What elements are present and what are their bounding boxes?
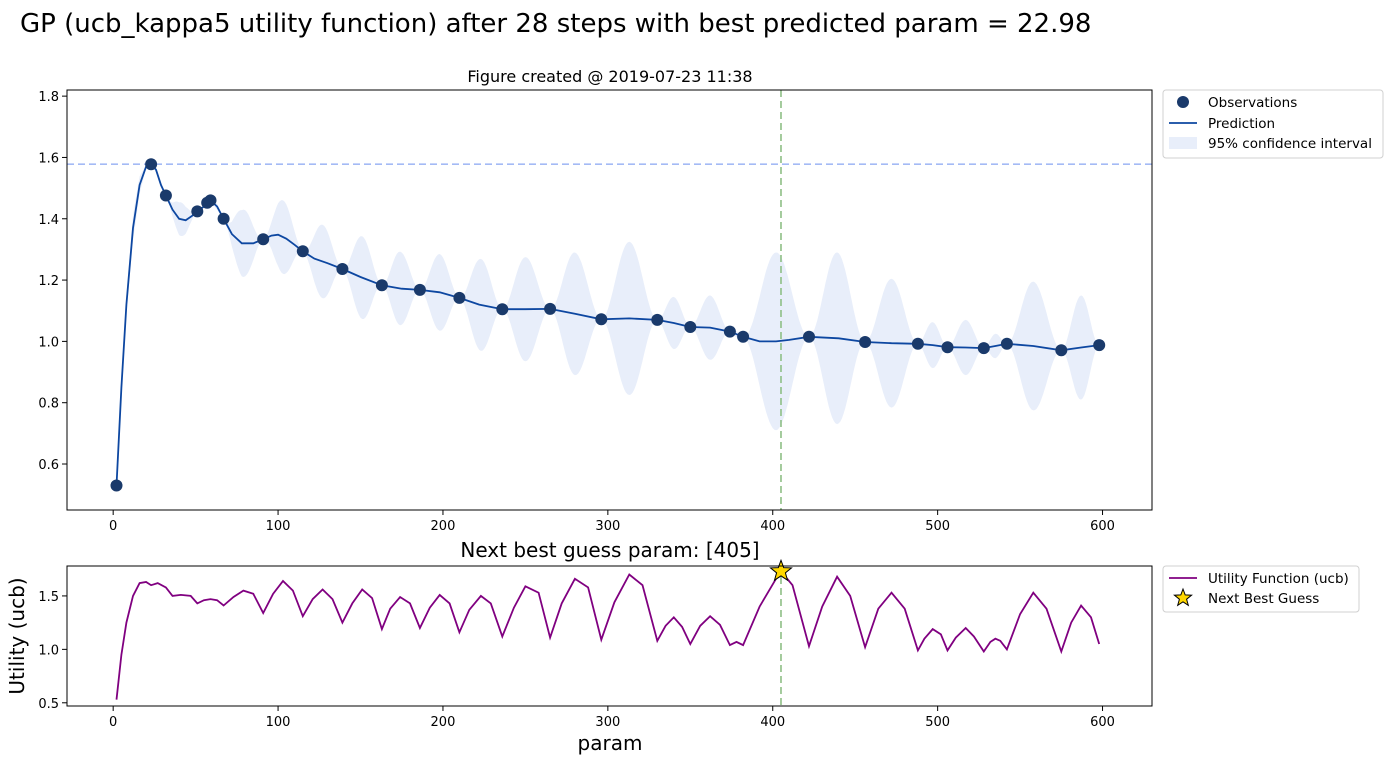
utility-line	[115, 569, 1101, 700]
observation-point	[496, 303, 509, 316]
observation-point	[1093, 339, 1106, 352]
y-tick-label: 1.0	[38, 335, 59, 350]
x-tick-label: 100	[266, 715, 291, 730]
observation-point	[145, 158, 158, 171]
bottom-y-ticks: 0.5 1.0 1.5	[38, 590, 67, 712]
x-tick-label: 300	[595, 715, 620, 730]
observation-point	[1000, 337, 1013, 350]
observation-point	[217, 212, 230, 225]
legend-next-guess-label: Next Best Guess	[1208, 591, 1319, 607]
bottom-legend: Utility Function (ucb) Next Best Guess	[1162, 565, 1360, 613]
legend-observations-label: Observations	[1208, 95, 1297, 111]
observation-point	[336, 263, 349, 275]
top-x-ticks: 0 100 200 300 400 500 600	[109, 510, 1115, 534]
x-tick-label: 300	[595, 519, 620, 534]
x-tick-label: 600	[1090, 519, 1115, 534]
gp-prediction-plot: Figure created @ 2019-07-23 11:38 0 100 20…	[38, 67, 1153, 534]
legend-utility-label: Utility Function (ucb)	[1208, 571, 1349, 587]
bottom-plot-title: Next best guess param: [405]	[460, 538, 759, 562]
x-tick-label: 500	[925, 715, 950, 730]
y-tick-label: 1.0	[38, 643, 59, 658]
observation-points	[110, 158, 1106, 492]
top-y-ticks: 0.6 0.8 1.0 1.2 1.4 1.6 1.8	[38, 90, 67, 473]
x-tick-label: 400	[760, 519, 785, 534]
bottom-axes-frame	[66, 565, 1153, 707]
observation-point	[977, 342, 990, 355]
confidence-band-area	[116, 164, 1100, 486]
legend-observations-marker	[1177, 96, 1189, 108]
observation-point	[110, 479, 123, 492]
y-tick-label: 1.5	[38, 590, 59, 605]
next-best-guess-star	[769, 558, 793, 582]
bottom-x-ticks: 0 100 200 300 400 500 600	[109, 706, 1115, 730]
top-plot-title: Figure created @ 2019-07-23 11:38	[467, 67, 752, 86]
figure-suptitle: GP (ucb_kappa5 utility function) after 2…	[20, 9, 1091, 39]
observation-point	[257, 233, 270, 246]
observation-point	[723, 325, 736, 338]
observation-point	[544, 302, 557, 315]
observation-point	[159, 189, 172, 202]
observation-point	[651, 313, 664, 326]
bottom-legend-box	[1162, 565, 1360, 613]
legend-star-marker	[1173, 587, 1193, 607]
top-axes-frame	[66, 89, 1153, 511]
prediction-line	[115, 163, 1100, 486]
bottom-x-axis-label: param	[578, 731, 643, 755]
x-tick-label: 0	[109, 715, 117, 730]
y-tick-label: 0.5	[38, 697, 59, 712]
utility-plot: Next best guess param: [405] 0 100 200 300 4…	[5, 538, 1153, 755]
x-tick-label: 100	[266, 519, 291, 534]
observation-point	[859, 336, 872, 348]
x-tick-label: 400	[760, 715, 785, 730]
observation-point	[737, 330, 750, 343]
top-legend: Observations Prediction 95% confidence i…	[1162, 89, 1384, 159]
observation-point	[1055, 344, 1068, 357]
observation-point	[204, 194, 217, 207]
observation-point	[413, 283, 426, 296]
x-tick-label: 200	[431, 519, 456, 534]
observation-point	[684, 321, 697, 333]
observation-point	[375, 279, 388, 292]
observation-point	[296, 245, 309, 258]
observation-point	[941, 341, 954, 354]
observation-point	[911, 337, 924, 350]
observation-point	[191, 205, 204, 218]
y-tick-label: 1.8	[38, 90, 59, 105]
x-tick-label: 600	[1090, 715, 1115, 730]
y-tick-label: 1.4	[38, 213, 59, 228]
bottom-y-axis-label: Utility (ucb)	[5, 577, 29, 694]
y-tick-label: 0.6	[38, 458, 59, 473]
x-tick-label: 500	[925, 519, 950, 534]
observation-point	[453, 291, 466, 304]
y-tick-label: 1.2	[38, 274, 59, 289]
observation-point	[803, 330, 815, 343]
x-tick-label: 200	[431, 715, 456, 730]
y-tick-label: 0.8	[38, 397, 59, 412]
legend-prediction-label: Prediction	[1208, 116, 1275, 132]
x-tick-label: 0	[109, 519, 117, 534]
legend-confidence-label: 95% confidence interval	[1208, 136, 1372, 152]
observation-point	[595, 313, 608, 326]
top-legend-box	[1162, 89, 1384, 159]
next-guess-star-marker	[769, 558, 793, 582]
y-tick-label: 1.6	[38, 151, 59, 166]
confidence-interval-band	[116, 164, 1100, 486]
legend-confidence-marker	[1169, 137, 1197, 149]
